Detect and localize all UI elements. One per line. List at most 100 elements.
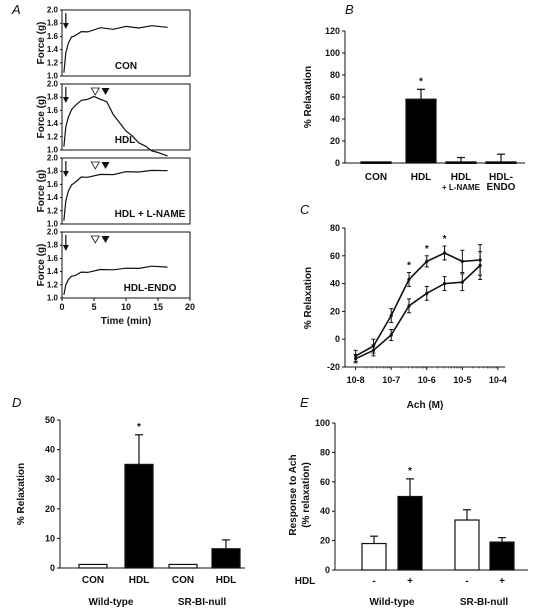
arrow-head-2 [62,171,69,177]
ytick-label-D-5: 50 [45,415,55,425]
ytick-label-a0-1: 1.2 [47,58,59,67]
filled-triangle-marker-1 [101,88,110,95]
ytick-label-a0-5: 2.0 [47,6,59,15]
ytick-label-E-1: 20 [320,536,330,546]
significance-star-c-5: * [443,234,447,245]
ytick-label-D-4: 40 [45,445,55,455]
ytick-label-E-3: 60 [320,477,330,487]
ytick-label-a2-0: 1.0 [47,220,59,229]
ytick-label-E-2: 40 [320,506,330,516]
category-label-b-1: HDL [411,172,432,183]
filled-triangle-marker-3 [101,236,110,243]
category-label-d-2: CON [172,575,194,586]
trace-box-0 [61,9,191,77]
category-sublabel-b-3: ENDO [487,182,516,193]
category-label-b-2: HDL [451,172,472,183]
ytick-label-a3-1: 1.2 [47,280,59,289]
ytick-label-a0-2: 1.4 [47,45,59,54]
xtick-label-c-2: 10-6 [418,375,436,385]
ylabel-b: % Relaxation [303,66,314,128]
category-label-b-0: CON [365,172,387,183]
series-line-c-1 [355,264,481,360]
open-triangle-marker-1 [90,87,100,96]
point-c-0-5 [442,251,447,255]
category-label-d-0: CON [82,575,104,586]
bar-E-0 [361,542,387,571]
point-c-0-4 [425,259,429,263]
category-label-e-1: + [407,576,413,587]
category-sublabel-b-2: + L-NAME [442,183,481,192]
ytick-label-c-3: 40 [330,279,340,289]
category-label-d-1: HDL [129,575,150,586]
ylabel-d: % Relaxation [16,463,27,525]
ytick-label-c-1: 0 [335,334,340,344]
open-triangle-marker-3 [90,235,100,244]
bar-B-2 [445,161,477,164]
ytick-label-E-4: 80 [320,447,330,457]
group-label-d-1: SR-BI-null [178,597,227,608]
xtick-label-a-0: 0 [59,302,64,312]
panel-letter-c: C [300,202,310,217]
ytick-label-a3-3: 1.6 [47,254,59,263]
arrow-head-1 [62,97,69,103]
ytick-label-B-6: 120 [325,26,340,36]
trace-label-3: HDL-ENDO [124,283,177,294]
xtick-label-c-3: 10-5 [453,375,471,385]
ytick-label-a3-4: 1.8 [47,241,59,250]
point-c-1-0 [354,357,358,361]
trace-line-3 [63,265,168,295]
ytick-label-a0-0: 1.0 [47,72,59,81]
category-label-e-0: - [372,576,375,587]
ytick-label-D-3: 30 [45,474,55,484]
bar-B-1 [405,98,437,164]
xtick-label-a-4: 20 [185,302,195,312]
group-label-e-1: SR-BI-null [460,597,509,608]
ytick-label-a1-4: 1.8 [47,93,59,102]
category-label-e-2: - [465,576,468,587]
ytick-label-a2-4: 1.8 [47,167,59,176]
trace-line-2 [63,169,168,221]
xlabel-c: Ach (M) [407,400,444,411]
ytick-label-B-3: 60 [330,92,340,102]
ytick-label-D-1: 10 [45,533,55,543]
trace-label-0: CON [115,61,137,72]
point-c-0-2 [389,313,393,318]
xtick-label-c-1: 10-7 [382,375,400,385]
group-label-e-0: Wild-type [370,597,415,608]
ytick-label-D-2: 20 [45,504,55,514]
ytick-label-a2-3: 1.6 [47,180,59,189]
panel-letter-e: E [300,395,309,410]
ytick-label-E-5: 100 [315,418,330,428]
ytick-label-a1-1: 1.2 [47,132,59,141]
category-label-e-3: + [499,576,505,587]
ylabel2-e: (% relaxation) [301,462,312,528]
ytick-label-a2-1: 1.2 [47,206,59,215]
group-label-d-0: Wild-type [89,597,134,608]
significance-star-B-1: * [419,76,423,87]
ytick-label-B-1: 20 [330,136,340,146]
panel-letter-d: D [12,395,21,410]
ylabel-a0: Force (g) [36,22,47,65]
trace-box-1 [61,83,191,151]
ytick-label-a3-2: 1.4 [47,267,59,276]
ytick-label-c-0: -20 [327,362,340,372]
xtick-label-a-1: 5 [91,302,96,312]
category-label-d-3: HDL [216,575,237,586]
ylabel-a2: Force (g) [36,170,47,213]
ytick-label-a2-5: 2.0 [47,154,59,163]
bar-D-0 [78,563,108,569]
xtick-label-c-4: 10-4 [489,375,507,385]
hdl-row-label-e: HDL [295,576,316,587]
ylabel-e: Response to Ach [288,454,299,535]
category-label-b-3: HDL- [489,172,513,183]
filled-triangle-marker-2 [101,162,110,169]
bar-D-1 [124,463,154,569]
point-c-0-6 [460,259,464,263]
xtick-label-a-2: 10 [121,302,131,312]
ytick-label-a0-4: 1.8 [47,19,59,28]
point-c-0-3 [407,277,411,282]
bar-E-2 [454,519,480,571]
ytick-label-a1-3: 1.6 [47,106,59,115]
ytick-label-D-0: 0 [50,563,55,573]
point-c-1-1 [371,348,376,352]
